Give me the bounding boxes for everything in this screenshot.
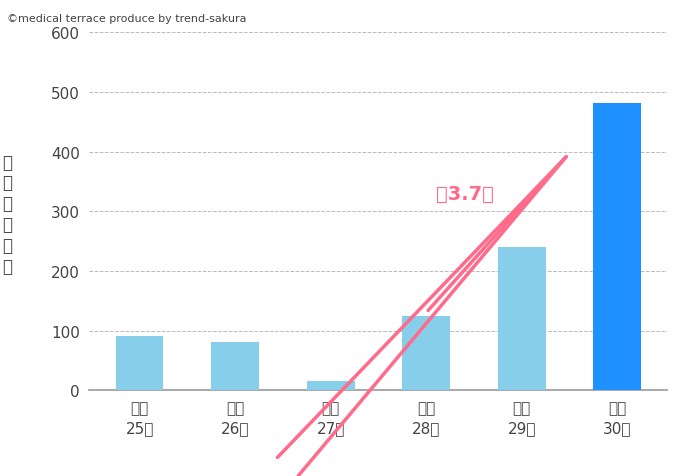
Text: 約3.7倍: 約3.7倍 bbox=[436, 185, 493, 203]
Bar bbox=[211, 343, 259, 390]
Text: 患
者
数
（
人
）: 患 者 数 （ 人 ） bbox=[2, 153, 12, 275]
Text: ©medical terrace produce by trend-sakura: ©medical terrace produce by trend-sakura bbox=[7, 14, 246, 24]
Bar bbox=[593, 104, 641, 390]
Bar bbox=[402, 317, 450, 390]
Bar bbox=[498, 248, 546, 390]
Bar bbox=[116, 337, 164, 390]
Bar bbox=[307, 381, 354, 390]
